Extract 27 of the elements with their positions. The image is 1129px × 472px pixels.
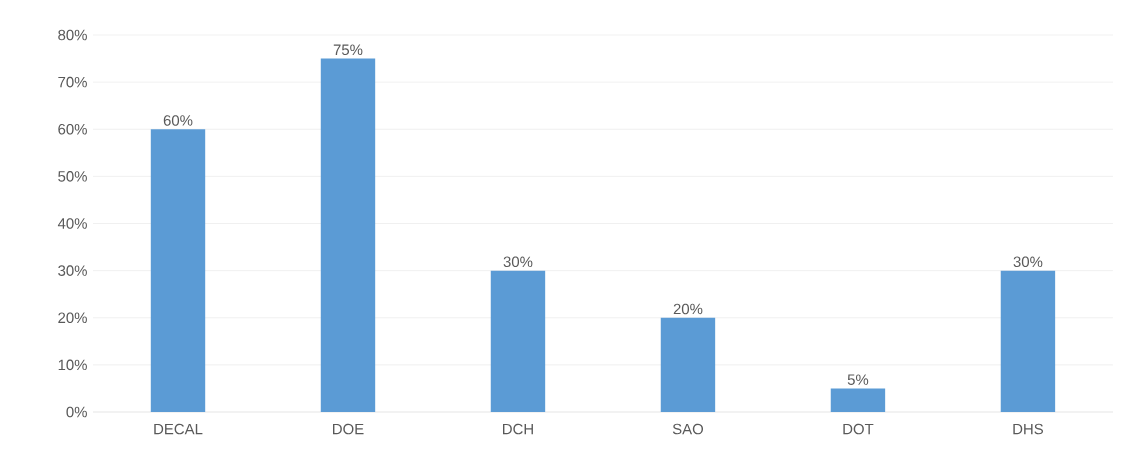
y-tick-label: 50% xyxy=(58,171,87,182)
x-tick-label: DECAL xyxy=(154,423,203,435)
bar xyxy=(1000,270,1056,412)
y-tick-label: 20% xyxy=(58,312,87,324)
data-label: 60% xyxy=(163,115,193,126)
bar xyxy=(830,388,886,412)
x-tick-label: DHS xyxy=(1013,423,1044,435)
y-tick-label: 70% xyxy=(58,76,87,88)
y-tick-label: 60% xyxy=(58,123,87,135)
bar xyxy=(490,270,546,412)
y-tick-label: 30% xyxy=(58,265,87,276)
bar xyxy=(660,317,716,412)
y-tick-label: 40% xyxy=(57,218,87,229)
data-label: 30% xyxy=(1013,256,1043,268)
y-tick-label: 80% xyxy=(58,29,87,41)
data-label: 30% xyxy=(503,256,533,268)
x-tick-label: DCH xyxy=(503,423,533,435)
y-tick-label: 0% xyxy=(66,406,87,418)
bar xyxy=(320,58,376,412)
data-label: 20% xyxy=(673,303,703,315)
bar xyxy=(150,129,206,412)
y-tick-label: 10% xyxy=(58,359,87,371)
data-label: 5% xyxy=(847,374,869,385)
x-tick-label: SAO xyxy=(672,423,704,435)
x-tick-label: DOE xyxy=(333,423,364,435)
data-label: 75% xyxy=(333,44,363,56)
x-tick-label: DOT xyxy=(843,423,874,435)
